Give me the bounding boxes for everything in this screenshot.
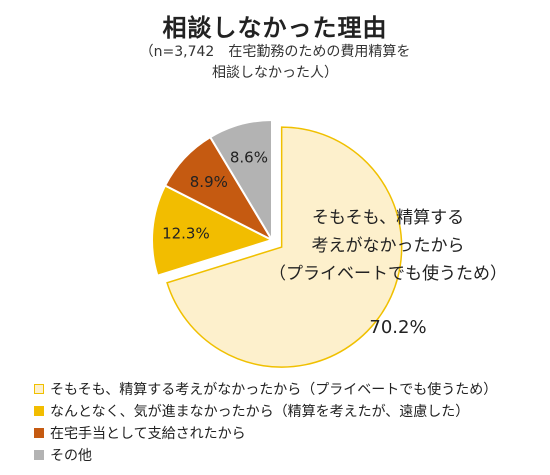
legend-label: その他	[50, 448, 92, 464]
legend-swatch	[34, 428, 44, 438]
legend-label: 在宅手当として支給されたから	[50, 426, 246, 442]
slice-inner-label: そもそも、精算する	[312, 208, 464, 228]
chart-subtitle: （n=3,742 在宅勤務のための費用精算を 相談しなかった人）	[0, 42, 550, 84]
slice-no-intent	[166, 126, 403, 368]
value-label: 8.6%	[230, 149, 268, 167]
legend-item-hesitated: なんとなく、気が進まなかったから（精算を考えたが、遠慮した）	[34, 400, 497, 422]
value-label: 8.9%	[190, 173, 228, 191]
legend: そもそも、精算する考えがなかったから（プライベートでも使うため） なんとなく、気…	[34, 378, 497, 466]
legend-item-allowance: 在宅手当として支給されたから	[34, 422, 497, 444]
subtitle-line-2: 相談しなかった人）	[212, 65, 338, 81]
legend-item-other: その他	[34, 444, 497, 466]
slice-hesitated	[151, 184, 275, 277]
value-label: 70.2%	[369, 317, 426, 338]
legend-label: なんとなく、気が進まなかったから（精算を考えたが、遠慮した）	[50, 404, 470, 420]
slice-other	[208, 118, 273, 244]
legend-item-no-intent: そもそも、精算する考えがなかったから（プライベートでも使うため）	[34, 378, 497, 400]
legend-swatch	[34, 406, 44, 416]
chart-title: 相談しなかった理由	[162, 14, 388, 42]
legend-label: そもそも、精算する考えがなかったから（プライベートでも使うため）	[50, 382, 498, 398]
value-label: 12.3%	[162, 225, 210, 243]
legend-swatch	[34, 450, 44, 460]
legend-swatch	[34, 384, 44, 394]
subtitle-line-1: （n=3,742 在宅勤務のための費用精算を	[139, 44, 411, 60]
slice-inner-label: 考えがなかったから	[312, 236, 465, 256]
slice-inner-label: （プライベートでも使うため）	[269, 263, 507, 284]
